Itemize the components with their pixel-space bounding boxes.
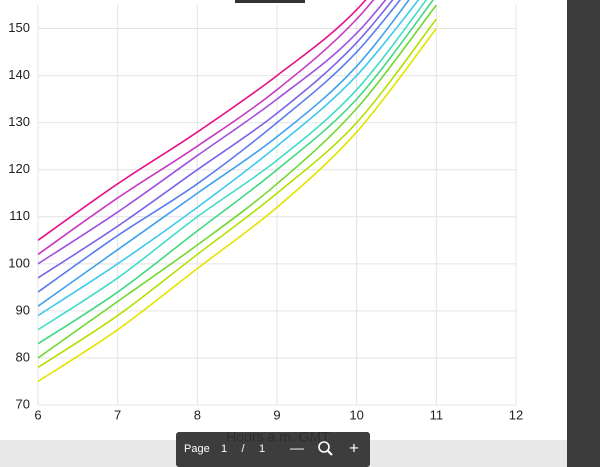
x-tick-label: 8 <box>194 407 201 422</box>
x-tick-label: 12 <box>509 407 523 422</box>
series-line <box>38 0 394 279</box>
y-tick-label: 140 <box>8 67 30 82</box>
y-tick-label: 90 <box>16 302 30 317</box>
series-line <box>38 28 437 383</box>
series-line <box>38 0 420 317</box>
series-line <box>38 0 428 331</box>
y-tick-label: 130 <box>8 114 30 129</box>
series-line <box>38 4 437 359</box>
x-tick-label: 7 <box>114 407 121 422</box>
series-line <box>38 0 387 265</box>
axis-labels: 70 80 90 100 110 120 130 140 150 6 7 8 9 10 11 12 <box>8 20 523 422</box>
series-line <box>38 0 435 345</box>
top-bar <box>235 0 305 3</box>
y-tick-label: 80 <box>16 349 30 364</box>
toolbar-bg <box>176 432 370 467</box>
y-tick-label: 120 <box>8 161 30 176</box>
current-page[interactable]: 1 <box>221 443 227 455</box>
series-line <box>38 18 437 369</box>
y-tick-label: 110 <box>9 208 30 223</box>
page-separator: / <box>241 443 245 455</box>
zoom-icon[interactable] <box>318 441 333 456</box>
x-tick-label: 10 <box>349 407 363 422</box>
x-tick-label: 9 <box>273 407 280 422</box>
series-line <box>38 0 367 241</box>
zoom-in-button[interactable]: + <box>349 438 359 457</box>
x-tick-label: 6 <box>34 407 41 422</box>
series-line <box>38 0 375 256</box>
y-tick-label: 150 <box>8 20 30 35</box>
series-line <box>38 0 410 307</box>
y-tick-label: 100 <box>8 255 30 270</box>
x-tick-label: 11 <box>430 407 444 422</box>
zoom-out-button[interactable]: — <box>290 440 304 456</box>
y-tick-label: 70 <box>16 396 30 411</box>
page-label: Page <box>184 443 210 455</box>
pdf-page <box>0 0 567 440</box>
series-line <box>38 0 402 293</box>
total-pages: 1 <box>259 443 265 455</box>
plot-lines <box>38 0 437 383</box>
toolbar: Page 1 / 1 — + <box>176 432 370 467</box>
